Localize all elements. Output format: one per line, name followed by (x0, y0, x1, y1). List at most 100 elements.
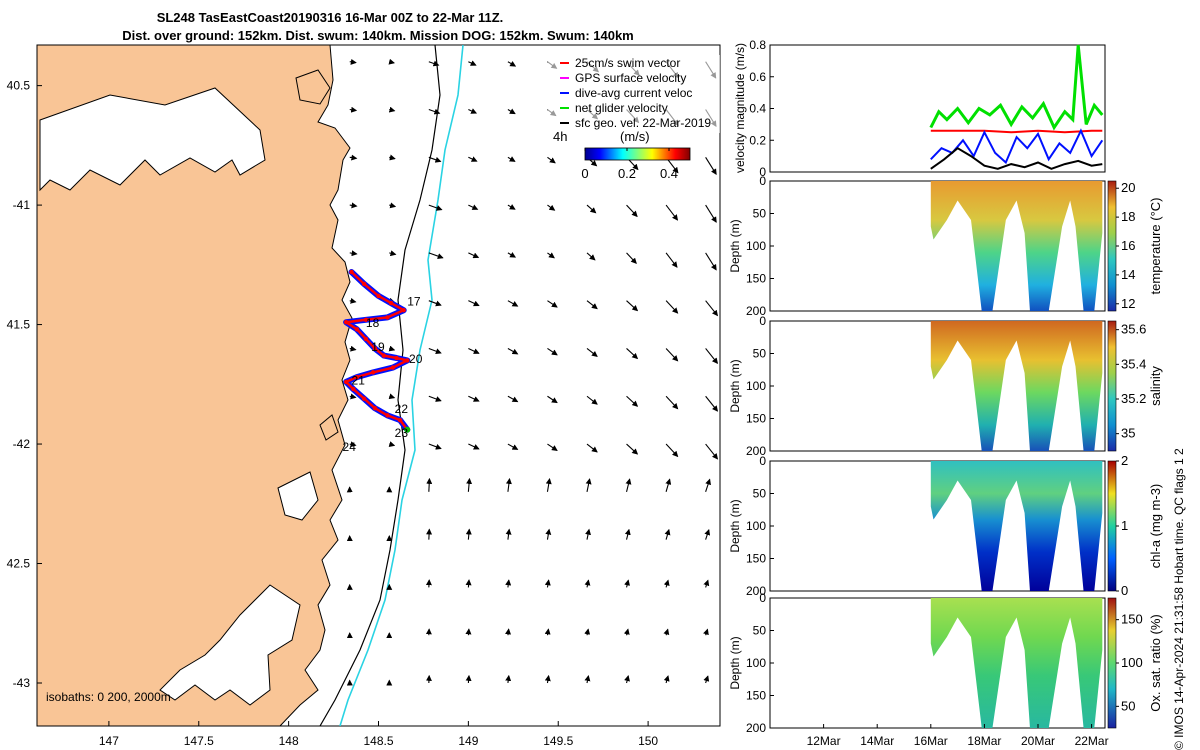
velocity-vector (468, 300, 480, 307)
velocity-vector (626, 443, 639, 455)
swim-point (361, 281, 367, 287)
velocity-vector (505, 477, 512, 492)
velocity-vector (665, 443, 679, 458)
velocity-vector (465, 674, 472, 684)
section-colorbar-label: salinity (1148, 366, 1163, 406)
velocity-vector (704, 528, 711, 540)
section-cb-tick-label: 1 (1121, 518, 1128, 533)
section-cb-tick-label: 150 (1121, 612, 1143, 627)
island-mid (319, 414, 339, 441)
velocity-panel: 0 0.2 0.4 0.6 0.8 velocity magnitude (m/s) (733, 38, 1106, 179)
velocity-vector (507, 60, 517, 67)
section-xtick-label: 20Mar (1021, 734, 1055, 748)
velocity-vector (703, 675, 710, 684)
section-ytick-label: 200 (746, 304, 766, 318)
section-data (930, 598, 1103, 728)
map-ytick-label: -41 (13, 198, 31, 212)
swim-point (397, 417, 403, 423)
velocity-vector (626, 348, 639, 360)
section-ytick-label: 200 (746, 721, 766, 735)
velocity-vector (349, 106, 358, 113)
southern-inlet (159, 584, 301, 706)
section-ytick-label: 150 (746, 552, 766, 566)
isobath-200m (319, 45, 441, 726)
velocity-vector (426, 477, 433, 492)
day-label: 19 (371, 340, 385, 354)
velocity-vector (507, 443, 519, 450)
colorbar-time-label: 4h (553, 129, 567, 144)
velocity-vector (663, 628, 670, 636)
section-colorbar-label: temperature (°C) (1148, 198, 1163, 295)
velocity-vector (428, 156, 442, 163)
section-cb-tick-label: 20 (1121, 180, 1135, 195)
velocity-vector (507, 252, 517, 258)
velocity-vector (626, 252, 637, 264)
velocity-vector (505, 528, 512, 540)
velocity-vector (468, 156, 478, 162)
swim-point (351, 386, 356, 392)
section-ytick-label: 0 (759, 174, 766, 188)
velocity-tick-label: 0 (759, 165, 766, 179)
section-temperature: 0 50 100 150 200 Depth (m) 12 14 16 18 20 temperatu… (728, 174, 1163, 318)
velocity-vector (468, 60, 477, 66)
velocity-vector (705, 478, 711, 493)
section-data (930, 321, 1103, 451)
velocity-vector (544, 674, 551, 684)
section-ylabel: Depth (m) (728, 636, 742, 689)
section-ylabel: Depth (m) (728, 499, 742, 552)
island-north (295, 69, 331, 105)
section-cb-tick-label: 2 (1121, 453, 1128, 468)
velocity-vector (388, 58, 395, 65)
velocity-vector (547, 395, 558, 404)
velocity-vector (468, 204, 479, 210)
velocity-vector (663, 579, 670, 588)
day-label: 20 (409, 352, 423, 366)
velocity-vector (465, 628, 472, 636)
map-ytick-label: 41.5 (7, 318, 31, 332)
map-xtick-label: 148.5 (363, 734, 393, 748)
velocity-vector (545, 528, 552, 540)
swim-point (354, 327, 360, 332)
section-xtick-label: 12Mar (807, 734, 841, 748)
velocity-vector (389, 250, 397, 257)
section-cb-tick-label: 35.4 (1121, 356, 1146, 371)
section-ylabel: Depth (m) (728, 359, 742, 412)
velocity-vector (665, 252, 678, 268)
velocity-vector (349, 441, 357, 448)
velocity-vector (705, 443, 719, 460)
velocity-vector (428, 347, 442, 355)
velocity-vector (585, 528, 591, 540)
velocity-vector (547, 252, 555, 259)
colorbar-tick-label: 0.2 (618, 166, 636, 181)
isobath-label: isobaths: 0 200, 2000m (46, 690, 171, 704)
section-chl-a: 0 50 100 150 200 Depth (m) 0 1 2 chl-a (mg m-3) (728, 453, 1163, 598)
section-cb-tick-label: 18 (1121, 209, 1135, 224)
velocity-vector (388, 441, 396, 447)
velocity-vector (428, 395, 442, 402)
velocity-vector (584, 674, 591, 684)
section-colorbar (1107, 460, 1117, 592)
velocity-vector (547, 300, 558, 308)
section-colorbar (1107, 320, 1117, 452)
swim-point (388, 300, 394, 306)
velocity-vector (586, 252, 596, 261)
velocity-vector (466, 477, 473, 492)
velocity-vector (428, 108, 441, 115)
section-colorbar-label: chl-a (mg m-3) (1148, 484, 1163, 569)
map-xtick-label: 147.5 (184, 734, 214, 748)
section-cb-tick-label: 35.6 (1121, 322, 1146, 337)
velocity-vector (428, 443, 442, 450)
section-ytick-label: 0 (759, 314, 766, 328)
velocity-vector (468, 347, 480, 354)
velocity-vector (507, 204, 516, 210)
velocity-vector (705, 395, 719, 412)
velocity-vector (388, 106, 396, 113)
velocity-vector (705, 204, 717, 223)
velocity-vector (586, 300, 598, 310)
velocity-vector (664, 528, 671, 540)
section-ytick-label: 150 (746, 412, 766, 426)
velocity-vector (663, 675, 670, 684)
velocity-vector (428, 204, 443, 211)
inlet-mid (277, 471, 319, 521)
velocity-vector (705, 252, 717, 271)
